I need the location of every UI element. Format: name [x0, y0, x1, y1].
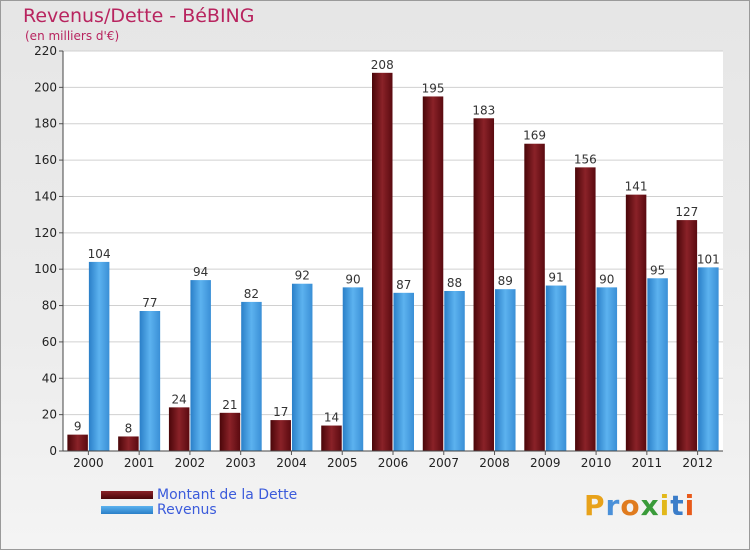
bar-debt — [676, 220, 698, 451]
legend-item-revenue: Revenus — [101, 501, 297, 518]
data-label-debt: 9 — [74, 420, 82, 434]
data-label-revenue: 104 — [88, 247, 111, 261]
chart-title: Revenus/Dette - BéBING — [23, 5, 255, 27]
x-tick-label: 2009 — [530, 456, 561, 470]
data-label-revenue: 101 — [697, 252, 720, 266]
data-label-debt: 8 — [125, 421, 133, 435]
proxiti-logo: Proxiti — [584, 489, 695, 522]
chart-legend: Montant de la Dette Revenus — [101, 486, 298, 518]
y-tick-label: 200 — [34, 80, 57, 94]
bar-revenue — [190, 280, 211, 451]
bar-debt — [321, 425, 342, 451]
data-label-revenue: 89 — [498, 274, 513, 288]
bar-debt — [625, 194, 647, 452]
bar-debt — [270, 420, 291, 451]
bar-revenue — [495, 289, 516, 451]
x-tick-label: 2007 — [428, 456, 459, 470]
y-tick-label: 180 — [34, 117, 57, 131]
data-label-debt: 17 — [273, 405, 288, 419]
data-label-revenue: 82 — [244, 287, 259, 301]
data-label-debt: 21 — [222, 398, 237, 412]
data-label-revenue: 77 — [142, 296, 157, 310]
bar-revenue — [393, 292, 414, 451]
data-label-revenue: 87 — [396, 278, 411, 292]
data-label-revenue: 95 — [650, 263, 665, 277]
logo-letter: i — [659, 489, 671, 522]
logo-letter: o — [620, 489, 641, 522]
bar-debt — [219, 412, 241, 451]
data-label-debt: 183 — [472, 103, 495, 117]
bar-revenue — [342, 287, 364, 451]
logo-letter: i — [684, 489, 696, 522]
bar-revenue — [698, 267, 719, 451]
plot-area — [63, 51, 723, 451]
bar-revenue — [291, 283, 313, 451]
bar-debt — [422, 96, 444, 452]
data-label-revenue: 94 — [193, 265, 208, 279]
data-label-revenue: 90 — [345, 272, 360, 286]
x-tick-label: 2012 — [682, 456, 713, 470]
legend-label-debt: Montant de la Dette — [157, 486, 298, 503]
y-tick-label: 20 — [42, 408, 57, 422]
x-tick-label: 2003 — [225, 456, 256, 470]
y-tick-label: 140 — [34, 189, 57, 203]
logo-letter: P — [584, 489, 606, 522]
data-label-debt: 208 — [371, 58, 394, 72]
legend-item-debt: Montant de la Dette — [101, 486, 298, 503]
y-tick-label: 80 — [42, 299, 57, 313]
data-label-revenue: 88 — [447, 276, 462, 290]
logo-letter: r — [605, 489, 621, 522]
x-tick-label: 2006 — [378, 456, 409, 470]
y-tick-label: 220 — [34, 44, 57, 58]
data-label-debt: 14 — [324, 411, 339, 425]
logo-letter: x — [640, 489, 660, 522]
data-label-debt: 127 — [675, 205, 698, 219]
bar-revenue — [545, 285, 567, 451]
x-tick-label: 2005 — [327, 456, 358, 470]
data-label-debt: 24 — [172, 392, 187, 406]
x-tick-label: 2001 — [124, 456, 155, 470]
legend-swatch-revenue — [101, 505, 153, 514]
bar-revenue — [596, 287, 618, 451]
x-tick-label: 2002 — [175, 456, 206, 470]
bar-debt — [575, 167, 596, 451]
bar-revenue — [88, 261, 110, 451]
data-label-debt: 169 — [523, 129, 546, 143]
data-label-revenue: 91 — [548, 271, 563, 285]
bar-revenue — [444, 291, 465, 451]
bar-revenue — [647, 278, 668, 451]
data-label-debt: 156 — [574, 152, 597, 166]
legend-swatch-debt — [101, 490, 153, 499]
bar-debt — [168, 407, 190, 451]
bar-revenue — [241, 301, 262, 451]
x-tick-label: 2004 — [276, 456, 307, 470]
y-tick-label: 40 — [42, 371, 57, 385]
bar-debt — [473, 118, 495, 451]
y-tick-label: 160 — [34, 153, 57, 167]
bar-revenue — [139, 311, 161, 451]
x-tick-label: 2011 — [632, 456, 663, 470]
y-tick-label: 0 — [49, 444, 57, 458]
data-label-revenue: 90 — [599, 272, 614, 286]
bar-debt — [67, 434, 88, 451]
y-tick-label: 120 — [34, 226, 57, 240]
data-label-debt: 141 — [625, 180, 648, 194]
y-tick-label: 60 — [42, 335, 57, 349]
x-tick-label: 2000 — [73, 456, 104, 470]
data-label-debt: 195 — [422, 81, 445, 95]
y-tick-label: 100 — [34, 262, 57, 276]
x-tick-label: 2010 — [581, 456, 612, 470]
chart-subtitle: (en milliers d'€) — [25, 29, 120, 43]
bar-debt — [372, 72, 393, 452]
legend-label-revenue: Revenus — [157, 501, 217, 518]
x-tick-label: 2008 — [479, 456, 510, 470]
bar-debt — [524, 143, 545, 451]
data-label-revenue: 92 — [295, 269, 310, 283]
logo-letter: t — [670, 489, 685, 522]
bar-debt — [118, 436, 139, 451]
